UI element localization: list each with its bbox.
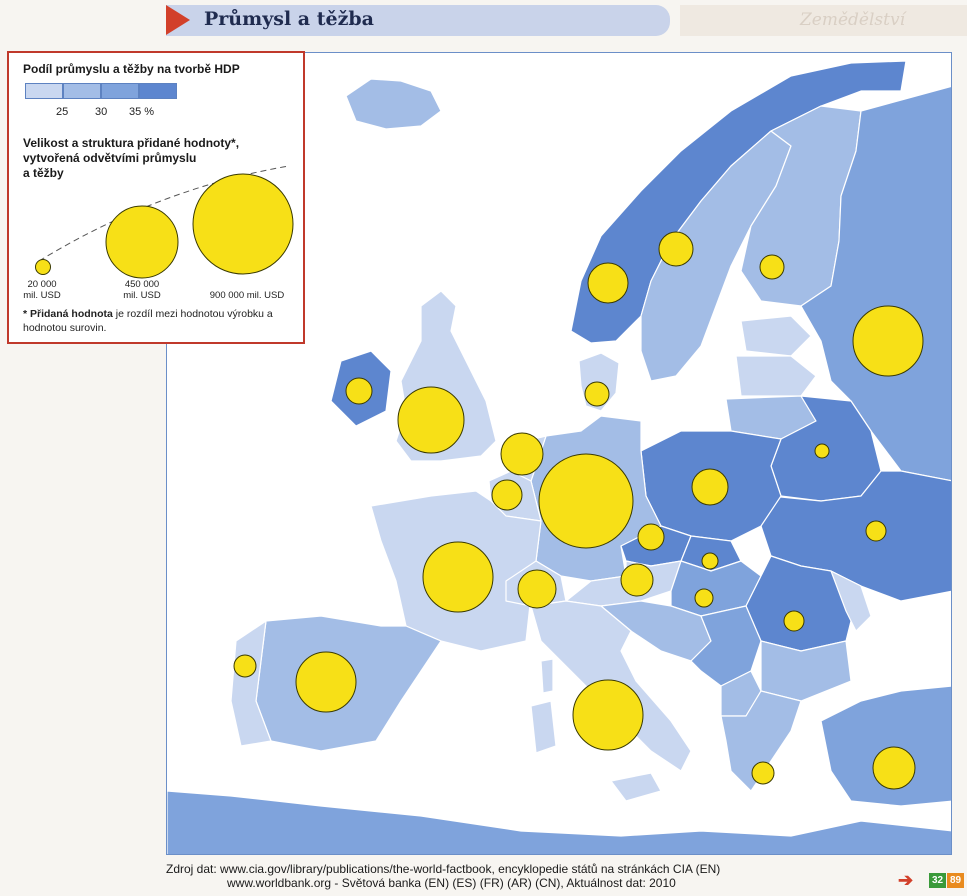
legend-bubble-small <box>35 259 51 275</box>
legend-bubble-large-label: 900 000 mil. USD <box>209 290 285 301</box>
bubble-norway <box>587 262 629 304</box>
data-source: Zdroj dat: www.cia.gov/library/publicati… <box>166 862 866 890</box>
legend-bubble-mid-label: 450 000 mil. USD <box>114 279 170 301</box>
legend-scale-class-1 <box>25 83 63 99</box>
legend-size-title-line2: vytvořená odvětvími průmyslu <box>23 151 197 165</box>
region-estonia <box>740 315 812 357</box>
legend-guide-curve <box>38 165 290 262</box>
arrow-right-icon: ➔ <box>898 870 914 890</box>
adjacent-page-title: Zemědělství <box>800 10 906 30</box>
legend-size-title-line1: Velikost a struktura přidané hodnoty*, <box>23 136 240 150</box>
bubble-russia <box>852 305 924 377</box>
page-number-next[interactable]: 89 <box>947 873 964 888</box>
region-turkey <box>820 685 951 807</box>
bubble-spain <box>295 651 357 713</box>
legend-bubble-small-label: 20 000 mil. USD <box>17 279 67 301</box>
page-header: Průmysl a těžba <box>166 5 670 36</box>
legend-bubble-small-unit: mil. USD <box>23 290 61 301</box>
bubble-ireland <box>345 377 373 405</box>
legend-bubble-large <box>192 173 294 275</box>
europe-map <box>166 52 952 855</box>
bubble-italy <box>572 679 644 751</box>
legend-bubble-mid-unit: mil. USD <box>123 290 161 301</box>
bubble-germany <box>538 453 634 549</box>
legend-tick-25: 25 <box>56 106 69 118</box>
region-iceland <box>345 78 442 130</box>
bubble-uk <box>397 386 465 454</box>
bubble-slovakia <box>701 552 719 570</box>
bubble-belarus <box>814 443 830 459</box>
page-title: Průmysl a těžba <box>204 8 374 30</box>
legend-bubbles-svg <box>35 165 294 279</box>
bubble-romania <box>783 610 805 632</box>
bubble-czech <box>637 523 665 551</box>
bubble-austria <box>620 563 654 597</box>
bubble-greece <box>751 761 775 785</box>
legend-footnote: * Přidaná hodnota je rozdíl mezi hodnoto… <box>23 307 295 335</box>
source-line-2: www.worldbank.org - Světová banka (EN) (… <box>227 876 676 890</box>
bubble-turkey <box>872 746 916 790</box>
adjacent-page-header: Zemědělství <box>680 5 967 36</box>
bubble-poland <box>691 468 729 506</box>
bubble-netherlands <box>500 432 544 476</box>
page-number-current[interactable]: 32 <box>929 873 946 888</box>
footnote-term: * Přidaná hodnota <box>23 308 113 320</box>
legend-bubble-mid-value: 450 000 <box>124 279 160 290</box>
legend-bubble-mid <box>105 205 179 279</box>
source-line-1: Zdroj dat: www.cia.gov/library/publicati… <box>166 862 721 876</box>
legend-scale-class-4 <box>139 83 177 99</box>
region-portugal <box>230 620 272 747</box>
bubble-denmark <box>584 381 610 407</box>
map-svg <box>167 53 951 854</box>
header-arrow-icon <box>166 5 190 35</box>
region-africa <box>167 790 951 854</box>
region-sicily <box>610 772 662 802</box>
legend-size-title-line3: a těžby <box>23 166 64 180</box>
region-greece <box>720 690 802 792</box>
bubble-belgium <box>491 479 523 511</box>
bubble-ukraine <box>865 520 887 542</box>
legend-scale-class-2 <box>63 83 101 99</box>
bubble-france <box>422 541 494 613</box>
legend-tick-30: 30 <box>95 106 108 118</box>
bubble-hungary <box>694 588 714 608</box>
bubble-finland <box>759 254 785 280</box>
legend-scale-class-3 <box>101 83 139 99</box>
bubble-portugal <box>233 654 257 678</box>
legend-bubble-small-value: 20 000 <box>27 279 57 290</box>
bubble-sweden <box>658 231 694 267</box>
region-latvia <box>735 355 817 397</box>
legend-gdp-title: Podíl průmyslu a těžby na tvorbě HDP <box>23 62 240 76</box>
footnote-definition: je rozdíl mezi hodnotou výrobku a hodnot… <box>23 308 273 334</box>
region-moldova <box>830 570 872 632</box>
legend-tick-35: 35 % <box>129 106 155 118</box>
map-legend: Podíl průmyslu a těžby na tvorbě HDP 25 … <box>7 51 305 344</box>
region-sardinia <box>530 700 557 754</box>
region-corsica <box>540 658 554 694</box>
bubble-switzerland <box>517 569 557 609</box>
